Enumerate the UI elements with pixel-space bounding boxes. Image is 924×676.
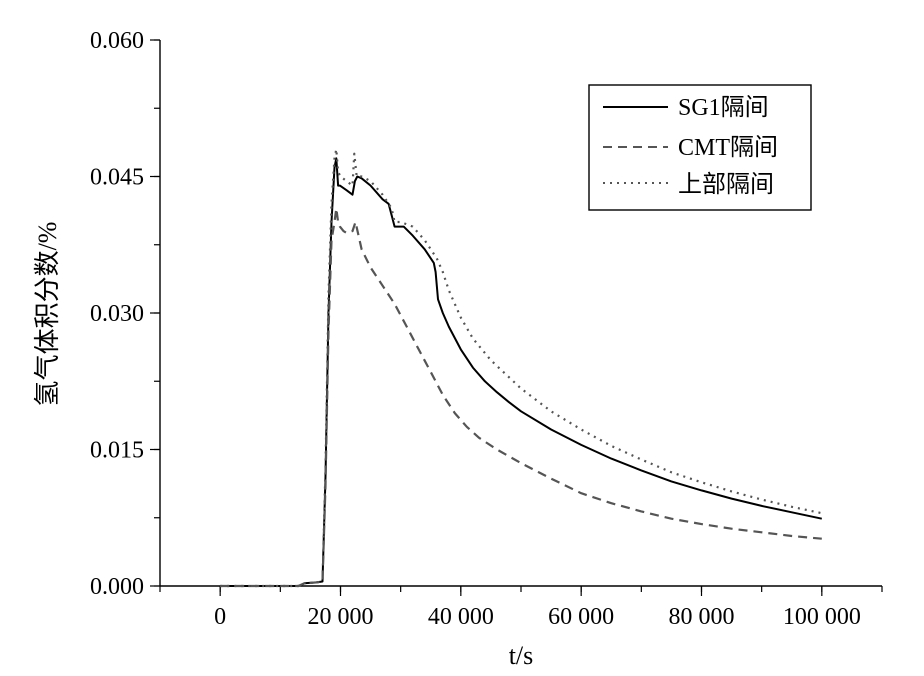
legend: SG1隔间 CMT隔间 上部隔间 — [588, 84, 812, 211]
y-tick-label: 0.045 — [90, 165, 144, 191]
x-axis-ticks: 0 20 000 40 000 60 000 80 000 100 000 — [159, 586, 883, 630]
legend-label-cmt: CMT隔间 — [678, 134, 778, 161]
series-line-0 — [220, 157, 823, 587]
series-line-1 — [220, 207, 822, 588]
x-tick-label: 60 000 — [548, 604, 614, 630]
y-tick-label: 0.015 — [90, 438, 144, 464]
legend-label-upper: 上部隔间 — [678, 171, 774, 198]
y-tick-label: 0.030 — [90, 301, 144, 327]
series-layer — [220, 148, 823, 588]
x-tick-label: 40 000 — [428, 604, 494, 630]
legend-label-sg1: SG1隔间 — [678, 94, 769, 121]
series-line-2 — [220, 148, 823, 588]
x-tick-label: 80 000 — [669, 604, 735, 630]
y-axis-title: 氢气体积分数/% — [33, 222, 62, 407]
x-tick-label: 20 000 — [308, 604, 374, 630]
y-tick-label: 0.060 — [90, 28, 144, 54]
x-tick-label: 100 000 — [783, 604, 861, 630]
y-tick-label: 0.000 — [90, 574, 144, 600]
x-axis-title: t/s — [509, 641, 534, 670]
y-axis-ticks: 0.000 0.015 0.030 0.045 0.060 — [90, 28, 160, 600]
x-tick-label: 0 — [214, 604, 226, 630]
